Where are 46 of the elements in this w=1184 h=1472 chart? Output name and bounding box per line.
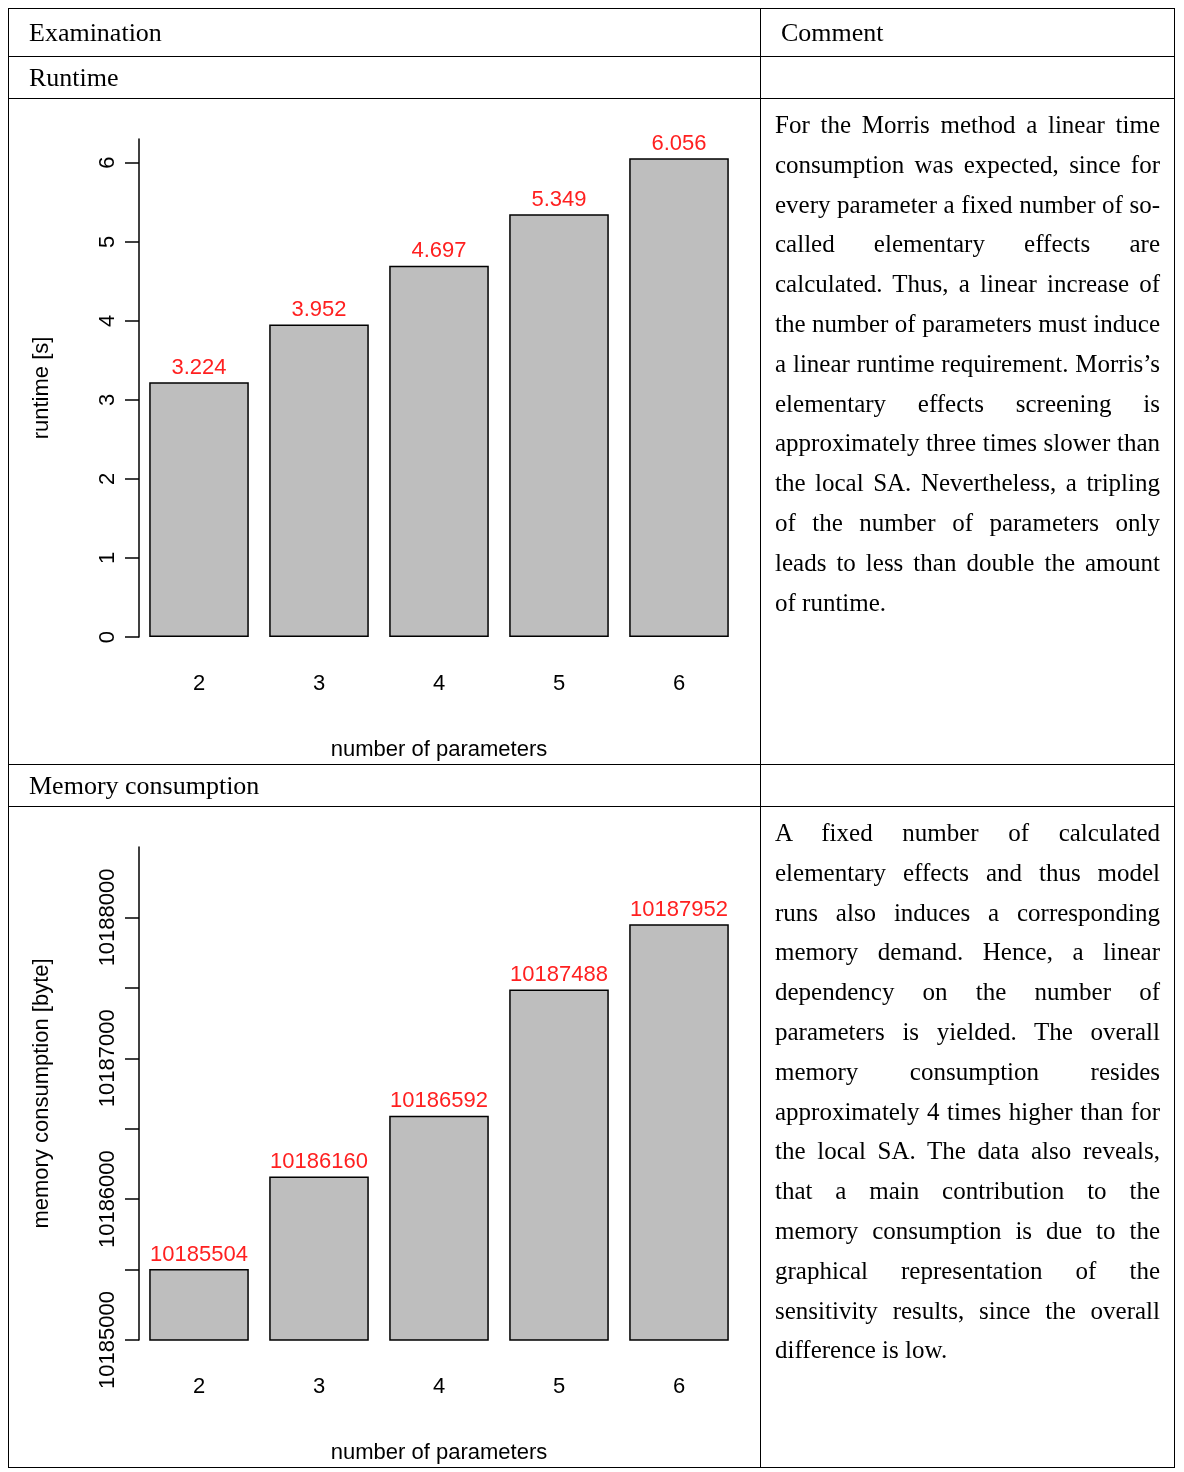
x-axis-title: number of parameters <box>330 1438 548 1464</box>
x-tick-label: 2 <box>192 1372 206 1398</box>
x-tick-label: 3 <box>312 1372 326 1398</box>
bar <box>269 324 369 637</box>
x-tick-label: 6 <box>672 1372 686 1398</box>
x-tick-label: 5 <box>552 669 566 695</box>
y-tick-label: 2 <box>93 472 119 486</box>
text: A fixed number of calculated elementary effects and thus model runs also induces a corresponding memory demand. Hence, a linear dependency on the number of parameters is yielded. The overall memory consumption resides approximately 4 times higher than for the local SA. The data also reveals, that a main contribution to the memory consumption is due to the graphical representation of the sensitivity results, since the overall difference is low. <box>775 819 1160 1364</box>
y-tick-label: 10187000 <box>93 1009 119 1108</box>
x-tick-label: 4 <box>432 1372 446 1398</box>
text: For the Morris method a linear time consumption was expected, since for every parameter a fixed number of so-called elementary effects are calculated. Thus, a linear increase of the number of parameters must induce a linear runtime requirement. Morris’s elementary effects screening is approximately three times slower than the local SA. Nevertheless, a tripling of the number of parameters only leads to less than double the amount of runtime. <box>775 111 1160 616</box>
text: Comment <box>760 8 1175 57</box>
x-tick-label: 5 <box>552 1372 566 1398</box>
y-tick-label: 1 <box>93 551 119 565</box>
y-axis-title: runtime [s] <box>27 336 53 440</box>
y-tick-label: 10185000 <box>93 1291 119 1389</box>
x-axis-title: number of parameters <box>330 735 548 761</box>
bar <box>509 214 609 637</box>
x-tick-label: 2 <box>192 669 206 695</box>
data-label: 6.056 <box>651 129 707 155</box>
data-label: 10187488 <box>510 961 608 987</box>
y-tick-label: 3 <box>93 393 119 406</box>
y-tick-label: 0 <box>93 630 119 644</box>
text: Examination <box>8 8 761 57</box>
bar <box>629 158 729 637</box>
data-label: 5.349 <box>531 185 587 211</box>
chart-title: Memory consumption <box>8 764 761 807</box>
x-tick-label: 6 <box>672 669 686 695</box>
y-tick-label: 4 <box>93 314 119 327</box>
data-label: 10185504 <box>150 1240 248 1266</box>
data-label: 3.224 <box>171 353 227 379</box>
y-tick-label: 5 <box>93 235 119 248</box>
data-label: 10186592 <box>390 1087 488 1113</box>
data-label: 10186160 <box>270 1148 368 1174</box>
bar <box>389 265 489 637</box>
data-label: 10187952 <box>630 895 728 921</box>
y-tick-label: 10186000 <box>93 1150 119 1249</box>
x-tick-label: 3 <box>312 669 326 695</box>
y-tick-label: 6 <box>93 156 119 169</box>
data-label: 4.697 <box>411 237 467 263</box>
y-axis-title: memory consumption [byte] <box>27 958 53 1229</box>
chart-title: Runtime <box>8 56 761 99</box>
data-label: 3.952 <box>291 296 347 322</box>
bar <box>149 382 249 637</box>
x-tick-label: 4 <box>432 669 446 695</box>
y-tick-label: 10188000 <box>93 868 119 967</box>
